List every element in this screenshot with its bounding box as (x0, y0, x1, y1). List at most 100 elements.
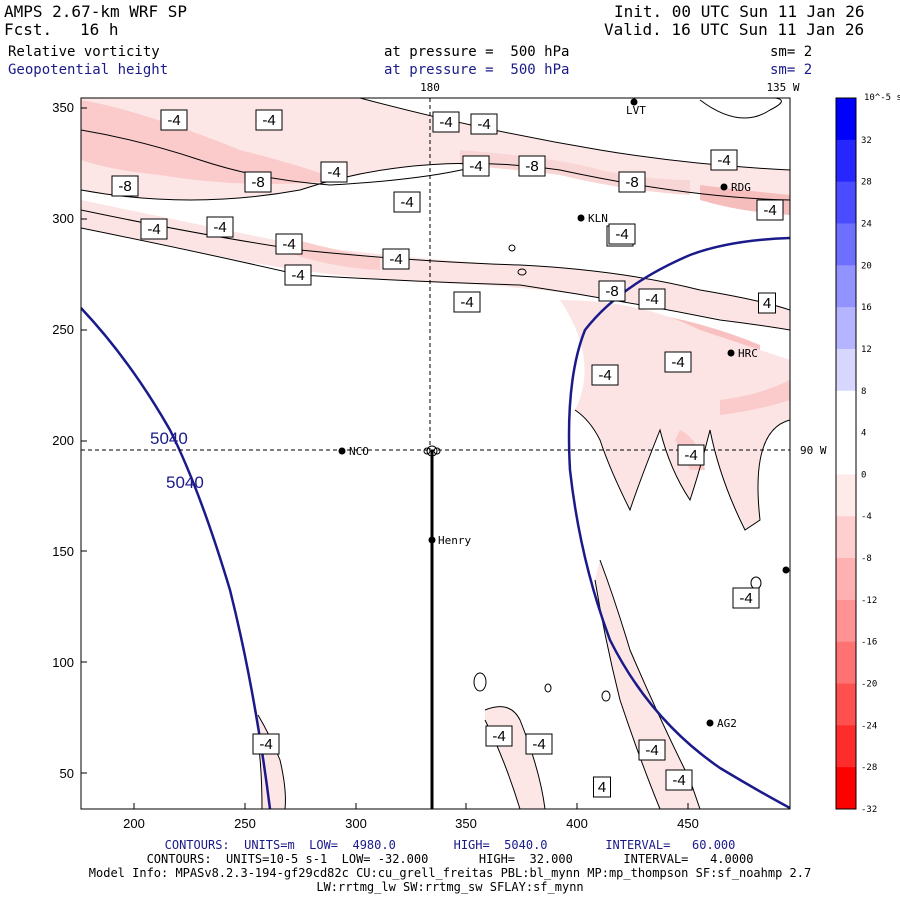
vorticity-label: -4 (320, 161, 348, 183)
vorticity-label-text: -8 (525, 158, 538, 175)
station-lvt-marker (630, 98, 638, 106)
vorticity-label-text: -8 (605, 283, 618, 300)
colorbar-swatch (836, 516, 856, 559)
field-vorticity: Relative vorticity (8, 44, 160, 60)
vorticity-label: -4 (485, 725, 513, 747)
vorticity-label: 4 (758, 292, 776, 314)
vorticity-label: -8 (618, 171, 646, 193)
station-edge-marker (782, 566, 790, 574)
colorbar-swatch (836, 139, 856, 183)
vorticity-label-box (618, 171, 646, 193)
vorticity-label: -4 (432, 111, 460, 133)
vorticity-label-box (462, 155, 490, 177)
vorticity-label-box (638, 288, 666, 310)
vorticity-label: -4 (275, 233, 303, 255)
vorticity-label-box (756, 199, 784, 221)
vorticity-label-box (284, 264, 312, 286)
vorticity-label: -8 (244, 171, 272, 193)
x-tick-350: 350 (455, 816, 477, 831)
vorticity-label-box (598, 280, 626, 302)
footer-vorticity-contours: CONTOURS: UNITS=10-5 s-1 LOW= -32.000 HI… (146, 852, 754, 866)
vorticity-label: -4 (732, 587, 760, 609)
vorticity-label-text: 4 (598, 779, 606, 796)
y-tick-300: 300 (52, 211, 74, 226)
y-tick-50: 50 (60, 766, 74, 781)
station-hrc: HRC (738, 347, 758, 360)
station-lvt: LVT (626, 104, 646, 117)
station-henry-marker (428, 536, 436, 544)
y-tick-150: 150 (52, 544, 74, 559)
vorticity-label-box (252, 733, 280, 755)
x-tick-250: 250 (234, 816, 256, 831)
vorticity-label-box (111, 175, 139, 197)
colorbar-frame (835, 97, 857, 810)
x-tick-450: 450 (677, 816, 699, 831)
vorticity-label-text: -8 (251, 174, 264, 191)
x-tick-400: 400 (566, 816, 588, 831)
vorticity-label-text: -4 (147, 221, 160, 238)
vorticity-label: -4 (382, 248, 410, 270)
lon-90w-label: 90 W (800, 444, 827, 457)
vorticity-label: -4 (638, 739, 666, 761)
colorbar-label: -28 (861, 763, 877, 773)
vorticity-label: -4 (160, 109, 188, 131)
lon-135w-label: 135 W (766, 81, 799, 94)
vorticity-label-text: -4 (291, 267, 304, 284)
vorticity-label: -4 (255, 109, 283, 131)
colorbar-swatch (836, 390, 856, 434)
colorbar-label: -32 (861, 805, 877, 815)
colorbar-swatch (836, 432, 856, 475)
colorbar-label: 16 (861, 303, 872, 313)
vorticity-label-text: -4 (327, 164, 340, 181)
vorticity-label: -4 (470, 113, 498, 135)
smoothing-2: sm= 2 (770, 62, 813, 78)
vorticity-label-text: -4 (282, 236, 295, 253)
vorticity-label: -4 (608, 223, 636, 245)
vorticity-label-text: -4 (213, 219, 226, 236)
footer-model-info: Model Info: MPASv8.2.3-194-gf29cd82c CU:… (88, 866, 812, 880)
height-label-5040-a: 5040 (150, 429, 188, 448)
vorticity-label-text: -4 (469, 158, 482, 175)
model-title: AMPS 2.67-km WRF SP (4, 2, 188, 21)
pole-marker (426, 445, 438, 457)
vorticity-label-box (320, 161, 348, 183)
vorticity-label: -8 (598, 280, 626, 302)
vorticity-label: -4 (525, 733, 553, 755)
colorbar-swatch (836, 725, 856, 768)
pole-marker-left (423, 447, 431, 455)
vorticity-label: -8 (111, 175, 139, 197)
colorbar-label: -8 (861, 554, 872, 564)
vorticity-label-box (485, 725, 513, 747)
vorticity-label-box (244, 171, 272, 193)
vorticity-label-box (664, 351, 692, 373)
vorticity-label-box (206, 216, 234, 238)
vorticity-label-text: -4 (532, 736, 545, 753)
vorticity-label-text: -4 (439, 114, 452, 131)
forecast-hour: 16 h (80, 20, 119, 39)
vorticity-label-box (732, 587, 760, 609)
colorbar-swatch (836, 641, 856, 685)
vorticity-label-box (525, 733, 553, 755)
y-tick-100: 100 (52, 655, 74, 670)
vorticity-label: -4 (284, 264, 312, 286)
vorticity-label: -4 (393, 191, 421, 213)
vorticity-label-text: -4 (763, 202, 776, 219)
forecast-label: Fcst. (4, 20, 53, 39)
vorticity-label-text: -4 (477, 116, 490, 133)
colorbar-label: -20 (861, 680, 877, 690)
colorbar-label: -4 (861, 512, 872, 522)
pole-marker-right (433, 447, 441, 455)
x-tick-200: 200 (123, 816, 145, 831)
colorbar (835, 97, 857, 810)
vorticity-label-box (677, 444, 705, 466)
colorbar-swatch (836, 683, 856, 726)
vorticity-label-text: -4 (259, 736, 272, 753)
colorbar-label: 8 (861, 387, 866, 397)
vorticity-label-text: -4 (739, 590, 752, 607)
colorbar-label: 32 (861, 136, 872, 146)
pressure-level-2: at pressure = 500 hPa (384, 62, 570, 78)
vorticity-label-text: -4 (684, 447, 697, 464)
vorticity-label-box (275, 233, 303, 255)
vorticity-label-box (432, 111, 460, 133)
